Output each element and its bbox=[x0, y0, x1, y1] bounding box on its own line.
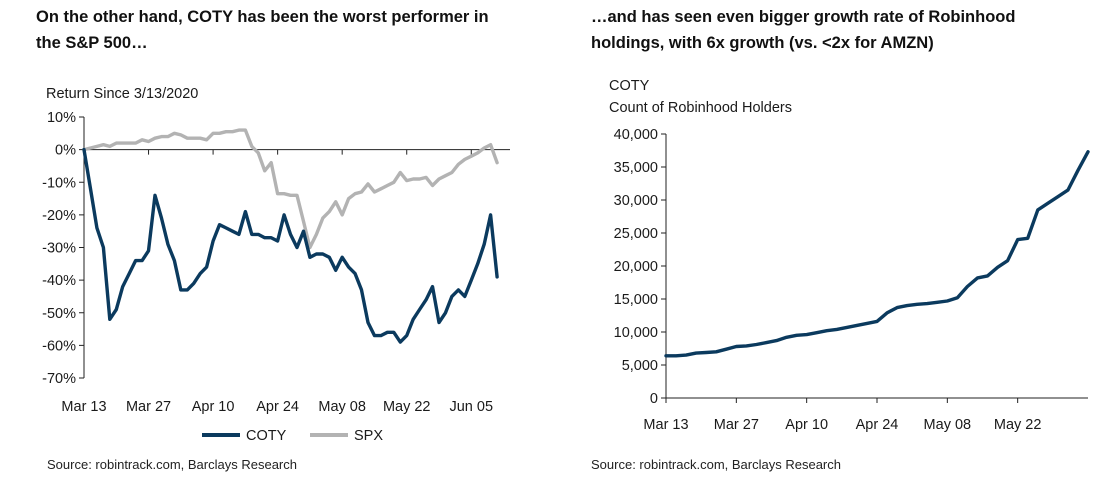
y-tick-label: 10,000 bbox=[614, 325, 658, 341]
y-tick-label: 0% bbox=[55, 143, 76, 159]
right-heading-line1: …and has seen even bigger growth rate of… bbox=[591, 8, 1016, 26]
x-tick-label: May 22 bbox=[383, 399, 431, 415]
chart-title: COTY bbox=[609, 78, 650, 94]
y-tick-label: 10% bbox=[47, 110, 76, 126]
right-heading-line2: holdings, with 6x growth (vs. <2x for AM… bbox=[591, 34, 934, 52]
series-line-coty bbox=[82, 147, 499, 344]
legend-label-coty: COTY bbox=[246, 428, 287, 444]
x-tick-label: Apr 24 bbox=[856, 417, 899, 433]
coty-return-chart: Return Since 3/13/2020 10% 0% -10% -20% -30% -… bbox=[42, 86, 510, 444]
left-heading-line2: the S&P 500… bbox=[36, 34, 148, 52]
y-tick-label: 20,000 bbox=[614, 259, 658, 275]
chart-subtitle: Count of Robinhood Holders bbox=[609, 100, 792, 116]
y-tick-label: -70% bbox=[42, 371, 76, 387]
chart-title: Return Since 3/13/2020 bbox=[46, 86, 198, 102]
x-tick-label: May 08 bbox=[318, 399, 366, 415]
series-line-spx bbox=[82, 128, 499, 250]
y-tick-label: 25,000 bbox=[614, 226, 658, 242]
x-tick-label: May 22 bbox=[994, 417, 1042, 433]
x-tick-label: May 08 bbox=[924, 417, 972, 433]
y-tick-label: -10% bbox=[42, 175, 76, 191]
y-tick-label: -60% bbox=[42, 338, 76, 354]
y-tick-label: 5,000 bbox=[622, 358, 658, 374]
x-tick-label: Mar 27 bbox=[126, 399, 171, 415]
y-tick-label: 40,000 bbox=[614, 127, 658, 143]
left-chart-heading: On the other hand, COTY has been the wor… bbox=[36, 4, 541, 56]
x-tick-label: Mar 27 bbox=[714, 417, 759, 433]
x-tick-label: Mar 13 bbox=[643, 417, 688, 433]
robinhood-holders-chart: COTY Count of Robinhood Holders 40,000 35,0… bbox=[609, 78, 1090, 433]
legend-label-spx: SPX bbox=[354, 428, 383, 444]
left-panel: On the other hand, COTY has been the wor… bbox=[0, 0, 548, 484]
y-tick-label: 0 bbox=[650, 391, 658, 407]
left-heading-line1: On the other hand, COTY has been the wor… bbox=[36, 8, 489, 26]
left-source-note: Source: robintrack.com, Barclays Researc… bbox=[47, 457, 297, 472]
right-panel: …and has seen even bigger growth rate of… bbox=[548, 0, 1097, 484]
y-tick-label: -50% bbox=[42, 306, 76, 322]
y-tick-label: 15,000 bbox=[614, 292, 658, 308]
x-tick-label: Apr 10 bbox=[192, 399, 235, 415]
right-source-note: Source: robintrack.com, Barclays Researc… bbox=[591, 457, 841, 472]
x-tick-label: Apr 24 bbox=[256, 399, 299, 415]
y-tick-label: -20% bbox=[42, 208, 76, 224]
y-tick-label: 35,000 bbox=[614, 160, 658, 176]
y-tick-label: -40% bbox=[42, 273, 76, 289]
right-chart-heading: …and has seen even bigger growth rate of… bbox=[591, 4, 1096, 56]
x-tick-label: Mar 13 bbox=[61, 399, 106, 415]
x-tick-label: Jun 05 bbox=[449, 399, 493, 415]
x-tick-label: Apr 10 bbox=[785, 417, 828, 433]
y-tick-label: -30% bbox=[42, 241, 76, 257]
y-tick-label: 30,000 bbox=[614, 193, 658, 209]
series-line-coty bbox=[664, 150, 1090, 358]
